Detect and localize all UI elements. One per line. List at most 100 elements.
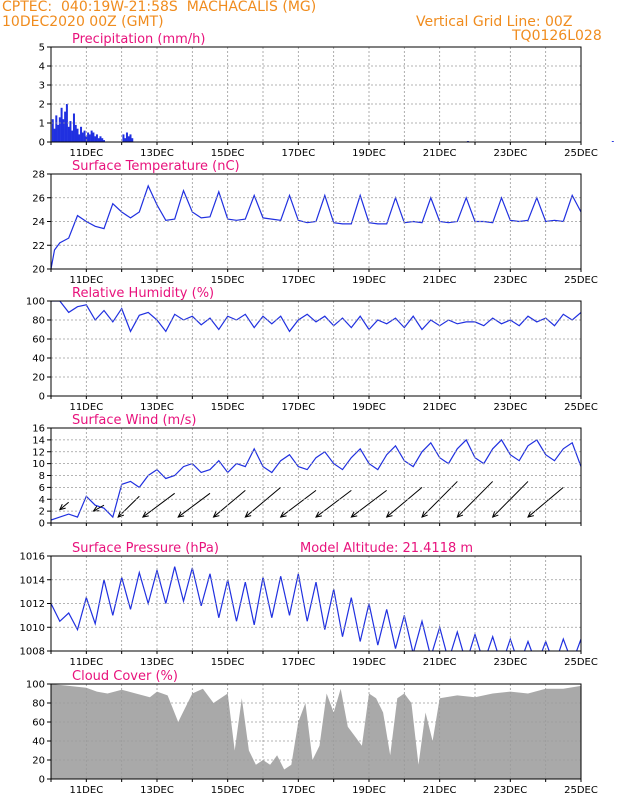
x-tick-label: 15DEC	[211, 402, 245, 413]
x-tick-label: 11DEC	[69, 402, 103, 413]
precip-bar	[57, 124, 60, 142]
panel-cloud: 0 20 40 60 80 100 11DEC 13DEC 15DEC 17DEC 19DEC 21D…	[26, 669, 598, 796]
x-tick-label: 19DEC	[352, 148, 386, 159]
y-tick-label: 1010	[20, 623, 45, 634]
y-tick-label: 12	[32, 447, 45, 458]
wind-title: Surface Wind (m/s)	[72, 413, 196, 428]
x-tick-label: 19DEC	[352, 402, 386, 413]
x-tick-label: 11DEC	[69, 785, 103, 796]
y-tick-label: 80	[32, 316, 45, 327]
x-tick-label: 23DEC	[493, 657, 527, 668]
wind-arrow	[527, 486, 564, 518]
precip-bar	[76, 128, 79, 142]
x-tick-label: 25DEC	[564, 275, 598, 286]
precip-bar	[127, 136, 130, 142]
y-tick-label: 1014	[20, 575, 45, 586]
y-tick-label: 100	[26, 297, 45, 308]
y-tick-label: 60	[32, 718, 45, 729]
rh-series-line	[51, 301, 581, 333]
y-tick-label: 0	[39, 775, 45, 786]
precip-bar	[55, 115, 58, 142]
x-tick-label: 11DEC	[69, 275, 103, 286]
cloud-frame	[50, 683, 582, 780]
wind-arrow	[245, 486, 281, 518]
y-tick-label: 6	[39, 483, 45, 494]
header-date-line: 10DEC2020 00Z (GMT)	[2, 14, 164, 30]
wind-arrow-head	[456, 511, 464, 518]
precip-bar	[611, 141, 614, 142]
y-tick-label: 4	[39, 62, 45, 73]
precip-bar	[90, 130, 93, 142]
precip-bar	[53, 128, 56, 142]
x-tick-label: 15DEC	[211, 657, 245, 668]
precip-bar	[62, 119, 65, 142]
y-tick-label: 20	[32, 265, 45, 276]
wind-arrow-head	[92, 505, 100, 512]
x-tick-label: 21DEC	[423, 785, 457, 796]
precip-bar	[81, 132, 84, 142]
precip-bar	[51, 119, 54, 142]
wind-arrow-head	[212, 511, 220, 518]
x-tick-label: 13DEC	[140, 785, 174, 796]
x-tick-label: 17DEC	[281, 148, 315, 159]
x-tick-label: 13DEC	[140, 148, 174, 159]
temp-title: Surface Temperature (nC)	[72, 159, 240, 174]
precip-bar	[64, 111, 67, 142]
y-tick-label: 5	[39, 43, 45, 54]
y-tick-label: 0	[39, 519, 45, 530]
wind-arrow-head	[315, 511, 322, 518]
wind-arrow	[386, 486, 423, 518]
wind-arrow-head	[244, 511, 252, 518]
wind-arrow	[93, 504, 105, 512]
y-tick-label: 20	[32, 756, 45, 767]
wind-arrow	[142, 492, 175, 518]
x-tick-label: 25DEC	[564, 785, 598, 796]
pres-title: Surface Pressure (hPa)	[72, 541, 219, 556]
panel-pres: 1008 1010 1012 1014 1016 11DEC 13DEC 15DEC 17DEC…	[20, 541, 598, 668]
precip-bar	[131, 138, 134, 142]
y-tick-label: 3	[39, 81, 45, 92]
precip-bar	[125, 132, 128, 142]
wind-arrow-head	[421, 511, 428, 518]
rh-frame	[50, 300, 582, 397]
wind-arrow-head	[279, 511, 287, 518]
precip-bar	[95, 134, 98, 142]
y-tick-label: 20	[32, 373, 45, 384]
x-tick-label: 17DEC	[281, 657, 315, 668]
x-tick-label: 13DEC	[140, 275, 174, 286]
pres-annotation: Model Altitude: 21.4118 m	[300, 541, 473, 556]
x-tick-label: 17DEC	[281, 785, 315, 796]
x-tick-label: 21DEC	[423, 657, 457, 668]
wind-arrow	[315, 489, 352, 518]
y-tick-label: 60	[32, 335, 45, 346]
wind-arrow-head	[491, 511, 499, 518]
precip-bar	[97, 138, 100, 142]
y-tick-label: 10	[32, 459, 45, 470]
x-tick-label: 19DEC	[352, 785, 386, 796]
wind-arrow-head	[527, 511, 534, 518]
x-tick-label: 13DEC	[140, 657, 174, 668]
precip-bar	[67, 126, 70, 142]
y-tick-label: 1012	[20, 599, 45, 610]
header-model-id: TQ0126L028	[512, 28, 602, 44]
precip-bar	[94, 136, 97, 142]
cloud-title: Cloud Cover (%)	[72, 669, 178, 684]
x-tick-label: 25DEC	[564, 657, 598, 668]
precip-bar	[87, 132, 90, 142]
cloud-area	[51, 684, 581, 779]
panel-rh: 0 20 40 60 80 100 11DEC 13DEC 15DEC 17DEC 19DEC 21D…	[26, 286, 598, 413]
y-tick-label: 0	[39, 392, 45, 403]
precip-bar	[88, 134, 91, 142]
y-tick-label: 28	[32, 170, 45, 181]
y-tick-label: 26	[32, 193, 45, 204]
precip-bar	[74, 124, 77, 142]
x-tick-label: 15DEC	[211, 275, 245, 286]
wind-arrow-head	[141, 511, 149, 518]
precip-bar	[65, 104, 68, 142]
x-tick-label: 17DEC	[281, 402, 315, 413]
wind-arrow	[213, 489, 246, 518]
precip-bar	[103, 140, 105, 142]
y-tick-label: 1	[39, 119, 45, 130]
